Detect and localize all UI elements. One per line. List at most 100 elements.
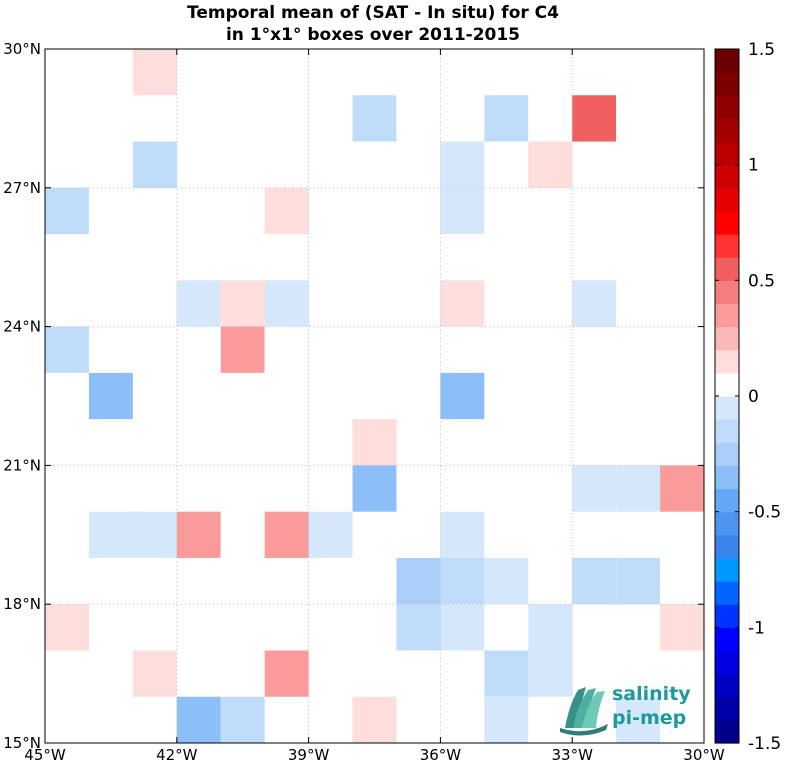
heatmap-cell	[484, 650, 529, 697]
heatmap-cell	[220, 280, 265, 327]
colorbar-swatch	[715, 650, 739, 675]
heatmap-cell	[352, 465, 397, 512]
heatmap-cell	[264, 511, 309, 558]
colorbar-swatch	[715, 95, 739, 119]
heatmap-cell	[484, 696, 529, 743]
heatmap-cell	[484, 604, 529, 651]
heatmap-cell	[220, 696, 265, 743]
heatmap-cell	[352, 696, 397, 743]
heatmap-cell	[616, 465, 661, 512]
colorbar-swatch	[715, 627, 739, 652]
heatmap-cell	[396, 95, 441, 142]
heatmap-cell	[440, 557, 485, 605]
colorbar-tick-label: 1.5	[748, 40, 775, 60]
heatmap-cell	[176, 234, 221, 281]
colorbar-swatch	[715, 118, 739, 143]
heatmap-cell	[132, 650, 177, 697]
colorbar-swatch	[715, 303, 739, 328]
heatmap-cell	[396, 557, 441, 605]
heatmap-cell	[660, 557, 704, 605]
colorbar-tick-label: -0.5	[748, 503, 781, 523]
colorbar-tick-label: 0.5	[748, 271, 775, 291]
colorbar-tick-label: -1.5	[748, 734, 781, 754]
heatmap-cell	[572, 280, 617, 327]
heatmap-cell	[352, 604, 397, 651]
logo-wave-icon	[560, 687, 608, 736]
x-tick-label: 39°W	[288, 746, 330, 763]
heatmap-cell	[660, 234, 704, 281]
y-tick-label: 24°N	[3, 318, 41, 336]
heatmap-cell	[176, 280, 221, 327]
colorbar-swatch	[715, 210, 739, 235]
y-tick-label: 15°N	[3, 734, 41, 752]
x-tick-label: 45°W	[24, 746, 66, 763]
colorbar-swatch	[715, 534, 739, 559]
heatmap-cell	[264, 326, 309, 373]
heatmap-cell	[440, 280, 485, 327]
heatmap-cell	[308, 49, 353, 96]
heatmap-cell	[264, 187, 309, 235]
heatmap-cell	[45, 604, 89, 651]
colorbar-swatch	[715, 465, 739, 490]
heatmap-cell	[528, 650, 573, 697]
heatmap-cell	[660, 604, 704, 651]
logo-text-pi-mep: pi-mep	[612, 707, 686, 729]
heatmap-cell	[440, 326, 485, 373]
colorbar-swatch	[715, 581, 739, 605]
colorbar-swatch	[715, 280, 739, 305]
heatmap-cell	[440, 604, 485, 651]
colorbar-swatch	[715, 257, 739, 281]
x-tick-label: 33°W	[551, 746, 593, 763]
colorbar-swatch	[715, 673, 739, 698]
heatmap-cell	[132, 234, 177, 281]
colorbar-swatch	[715, 419, 739, 443]
heatmap-cell	[264, 465, 309, 512]
heatmap-cell	[616, 95, 661, 142]
heatmap-cell	[45, 326, 89, 373]
y-tick-label: 21°N	[3, 456, 41, 474]
colorbar-swatch	[715, 396, 739, 420]
heatmap-cell	[88, 372, 133, 420]
heatmap-cell	[572, 95, 617, 142]
colorbar-swatch	[715, 326, 739, 351]
y-tick-label: 27°N	[3, 179, 41, 197]
colorbar-swatch	[715, 49, 739, 73]
heatmap-cell	[440, 141, 485, 188]
colorbar-swatch	[715, 349, 739, 374]
heatmap-cell	[308, 511, 353, 558]
colorbar-swatch	[715, 234, 739, 258]
heatmap-cell	[352, 95, 397, 142]
heatmap-cell	[440, 372, 485, 420]
heatmap-cell	[528, 141, 573, 188]
plot-frame	[44, 48, 705, 744]
heatmap-cell	[616, 557, 661, 605]
colorbar-swatch	[715, 696, 739, 721]
heatmap-cell	[264, 650, 309, 697]
heatmap-cell	[132, 49, 177, 96]
heatmap-cell	[45, 187, 89, 235]
logo-text-salinity: salinity	[612, 683, 691, 705]
colorbar-swatch	[715, 164, 739, 189]
colorbar-swatch	[715, 604, 739, 628]
heatmap-cell	[484, 557, 529, 605]
colorbar-swatch	[715, 557, 739, 582]
heatmap-cell	[572, 465, 617, 512]
colorbar-swatch	[715, 511, 739, 536]
plot-area: 45°W 42°W 39°W 36°W 33°W 30°W 15°N 18°N 21°N 24°N…	[3, 40, 725, 763]
colorbar-swatch	[715, 488, 739, 513]
heatmap-cell	[352, 419, 397, 466]
heatmap-cell	[660, 95, 704, 142]
colorbar-tick-label: -1	[748, 618, 765, 638]
x-tick-label: 30°W	[683, 746, 725, 763]
colorbar-tick-label: 0	[748, 387, 759, 407]
heatmap-cell	[176, 650, 221, 697]
heatmap-cell	[528, 604, 573, 651]
x-tick-label: 42°W	[156, 746, 198, 763]
colorbar-swatch	[715, 372, 739, 397]
salinity-pi-mep-logo: salinity pi-mep	[560, 683, 691, 736]
heatmap-cell	[396, 604, 441, 651]
chart-title-line-2: in 1°x1° boxes over 2011-2015	[226, 25, 520, 45]
heatmap-cell	[616, 696, 661, 743]
heatmap-cell	[264, 280, 309, 327]
heatmap-cell	[660, 465, 704, 512]
